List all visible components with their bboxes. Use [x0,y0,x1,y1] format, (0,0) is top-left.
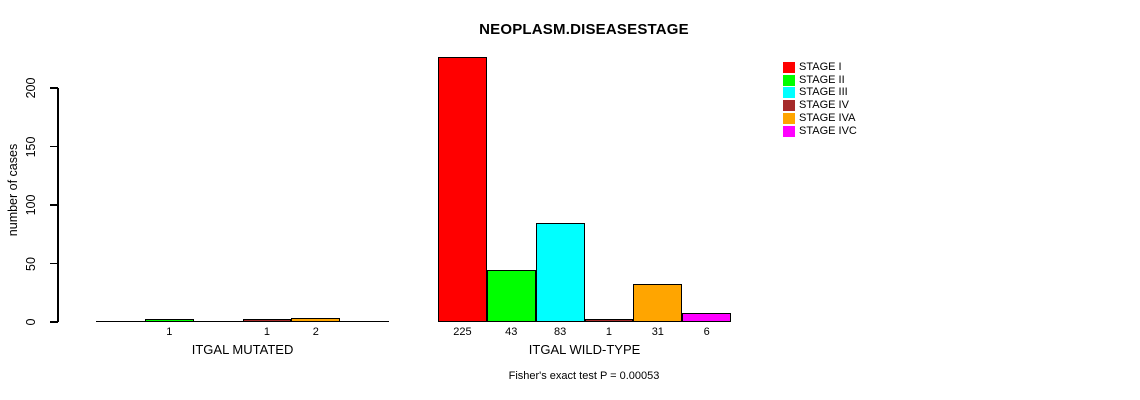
bar-value-label-stage-iii-itgal-wild-type: 83 [554,326,567,338]
bar-stage-i-itgal-mutated [96,321,145,322]
legend-swatch-stage-iv [783,100,795,112]
y-tick-200 [50,87,58,89]
legend-label-stage-ivc: STAGE IVC [799,124,857,137]
y-tick-label-200: 200 [24,77,38,99]
y-tick-100 [50,204,58,206]
y-tick-label-50: 50 [24,256,38,271]
legend-row-stage-iv: STAGE IV [783,99,857,112]
legend-swatch-stage-ivc [783,125,795,137]
bar-value-label-stage-iva-itgal-mutated: 2 [312,326,319,338]
legend-swatch-stage-iva [783,113,795,125]
legend-swatch-stage-iii [783,87,795,99]
legend-row-stage-ivc: STAGE IVC [783,125,857,138]
bar-value-label-stage-ivc-itgal-wild-type: 6 [703,326,710,338]
legend-label-stage-i: STAGE I [799,60,842,73]
y-axis-line [57,88,59,322]
legend-swatch-stage-i [783,61,795,73]
y-tick-0 [50,321,58,323]
fisher-test-note: Fisher's exact test P = 0.00053 [508,370,660,382]
y-tick-150 [50,145,58,148]
legend-row-stage-ii: STAGE II [783,74,857,87]
legend-row-stage-iva: STAGE IVA [783,112,857,125]
group-label-itgal-mutated: ITGAL MUTATED [191,342,294,357]
bar-stage-iv-itgal-wild-type [585,319,633,322]
bar-stage-iii-itgal-mutated [194,321,243,322]
bar-stage-ii-itgal-mutated [145,319,194,322]
bar-value-label-stage-i-itgal-wild-type: 225 [453,326,472,338]
bar-stage-i-itgal-wild-type [438,57,487,322]
chart-title: NEOPLASM.DISEASESTAGE [479,21,689,38]
bar-value-label-stage-ii-itgal-mutated: 1 [166,326,173,338]
bar-stage-iv-itgal-mutated [243,319,291,322]
bar-value-label-stage-iva-itgal-wild-type: 31 [651,326,664,338]
legend: STAGE I STAGE II STAGE III STAGE IV STAGE IV… [783,61,857,138]
legend-row-stage-i: STAGE I [783,61,857,74]
y-tick-label-0: 0 [24,318,38,326]
legend-label-stage-iv: STAGE IV [799,99,849,112]
bar-stage-ivc-itgal-wild-type [682,313,731,322]
legend-swatch-stage-ii [783,74,795,86]
bar-stage-iii-itgal-wild-type [536,223,585,322]
bar-value-label-stage-iv-itgal-wild-type: 1 [605,326,613,338]
legend-label-stage-iva: STAGE IVA [799,112,856,125]
legend-label-stage-ii: STAGE II [799,73,845,86]
legend-label-stage-iii: STAGE III [799,86,848,99]
y-tick-label-100: 100 [24,194,38,216]
y-tick-50 [50,262,58,265]
y-tick-label-150: 150 [24,136,38,157]
bar-stage-iva-itgal-mutated [291,318,340,322]
bar-value-label-stage-ii-itgal-wild-type: 43 [505,326,518,338]
y-axis-label: number of cases [6,143,20,237]
bar-value-label-stage-iv-itgal-mutated: 1 [263,326,271,338]
legend-row-stage-iii: STAGE III [783,87,857,100]
bar-stage-iva-itgal-wild-type [633,284,682,322]
bar-stage-ii-itgal-wild-type [487,270,536,322]
group-label-itgal-wild-type: ITGAL WILD-TYPE [528,342,641,357]
bar-stage-ivc-itgal-mutated [340,321,389,322]
